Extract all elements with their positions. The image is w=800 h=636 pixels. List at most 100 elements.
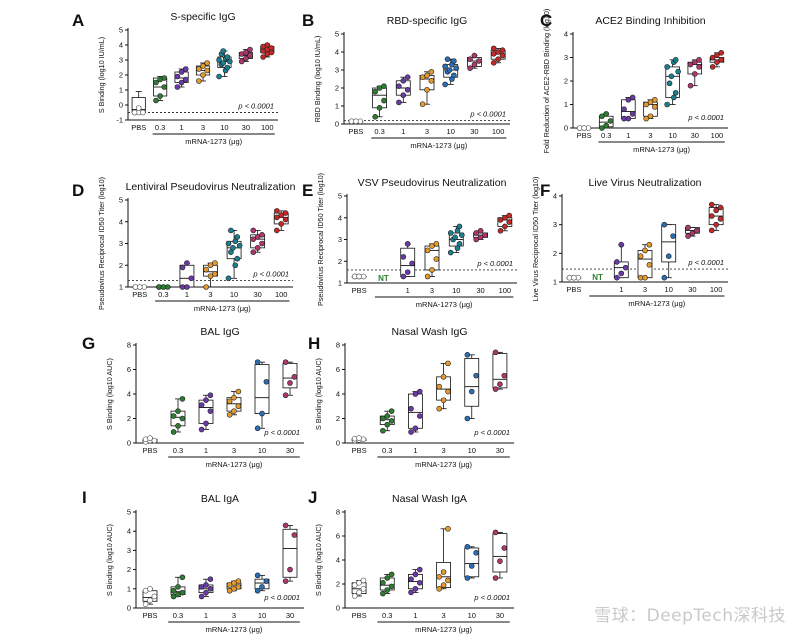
x-axis-label: mRNA-1273 (μg) <box>416 300 473 309</box>
box-10: 10 <box>216 48 233 132</box>
data-point <box>502 223 508 230</box>
data-point <box>207 408 214 414</box>
box-30: 30 <box>473 228 488 295</box>
box-3: 3 <box>226 578 242 620</box>
x-tick-label: 0.3 <box>155 123 165 132</box>
box <box>282 362 298 389</box>
data-point <box>447 230 454 236</box>
p-value: p < 0.0001 <box>473 593 510 602</box>
panel-letter: A <box>72 11 84 30</box>
data-point <box>175 423 181 429</box>
data-point <box>196 66 202 72</box>
y-axis-label: S Binding (log10 AUC) <box>314 358 323 430</box>
data-point <box>675 68 681 75</box>
data-point <box>643 101 650 108</box>
data-point <box>170 429 177 435</box>
x-axis-label: mRNA-1273 (μg) <box>415 460 472 469</box>
x-axis-label: mRNA-1273 (μg) <box>206 460 263 469</box>
data-point <box>203 397 209 403</box>
box-0_3: 0.3 <box>379 571 395 620</box>
x-tick-label: PBS <box>577 131 592 140</box>
data-point <box>174 84 181 90</box>
data-point <box>408 589 414 596</box>
box-100: 100 <box>497 212 513 295</box>
x-tick-label: 10 <box>258 611 266 620</box>
panel-a: A S-specific IgG S Binding (log10 IU/mL) -1… <box>72 11 278 146</box>
data-point <box>178 79 185 86</box>
data-point <box>459 232 465 238</box>
data-point <box>198 593 205 600</box>
data-point <box>685 224 691 231</box>
x-tick-label: 3 <box>208 290 212 299</box>
x-tick-label: 10 <box>447 127 455 136</box>
data-point <box>445 360 451 367</box>
data-point <box>501 545 508 551</box>
data-point <box>445 525 451 532</box>
x-tick-label: 3 <box>441 446 445 455</box>
data-point <box>643 115 650 122</box>
box-3: 3 <box>195 60 211 132</box>
data-point <box>203 284 209 290</box>
panel-title: Lentiviral Pseudovirus Neutralization <box>126 181 296 193</box>
box-30: 30 <box>238 46 253 132</box>
box <box>492 533 508 573</box>
data-point <box>274 214 280 221</box>
x-tick-label: 30 <box>470 127 478 136</box>
data-point <box>694 227 700 234</box>
data-point <box>388 583 395 590</box>
data-point <box>477 228 484 234</box>
data-point <box>351 593 358 599</box>
y-axis-label: Pseudovirus Reciprocal ID50 Titer (log10… <box>316 173 325 306</box>
y-tick-label: 3 <box>127 546 131 555</box>
box-3: 3 <box>643 97 658 140</box>
data-point <box>231 408 237 414</box>
data-point <box>451 72 457 79</box>
x-tick-label: 0.3 <box>173 611 183 620</box>
y-tick-label: 2 <box>119 261 123 270</box>
data-point <box>235 403 242 410</box>
x-tick-label: PBS <box>142 446 157 455</box>
data-point <box>424 247 431 254</box>
p-value: p < 0.0001 <box>263 428 300 437</box>
data-point <box>647 99 654 105</box>
x-tick-label: 1 <box>619 285 623 294</box>
x-tick-label: 100 <box>492 127 505 136</box>
data-point <box>250 227 257 234</box>
data-point <box>499 52 506 59</box>
data-point <box>151 437 158 444</box>
data-point <box>184 284 190 290</box>
data-point <box>444 56 451 63</box>
data-point <box>404 269 411 275</box>
data-point <box>268 45 275 51</box>
box-10: 10 <box>464 543 480 620</box>
p-value: p < 0.0001 <box>263 593 300 602</box>
data-point <box>179 589 186 596</box>
box-10: 10 <box>464 351 480 455</box>
data-point <box>170 413 177 419</box>
y-tick-label: 2 <box>119 71 123 80</box>
panel-b: B RBD-specific IgG RBD Binding (log10 IU/m… <box>302 11 510 150</box>
y-tick-label: 1 <box>564 100 568 109</box>
data-point <box>179 574 186 581</box>
data-point <box>625 115 632 122</box>
x-tick-label: 100 <box>275 290 288 299</box>
data-point <box>250 249 257 255</box>
data-point <box>212 271 218 277</box>
y-tick-label: 5 <box>335 30 339 39</box>
x-tick-label: 3 <box>643 285 647 294</box>
x-tick-label: 3 <box>232 611 236 620</box>
data-point <box>226 398 233 405</box>
data-point <box>685 233 691 239</box>
y-tick-label: 1 <box>335 102 339 111</box>
box-1: 1 <box>621 94 636 140</box>
y-tick-label: 4 <box>338 213 342 222</box>
data-point <box>433 256 440 262</box>
panel-letter: I <box>82 488 87 507</box>
data-point <box>452 234 458 241</box>
data-point <box>419 101 426 107</box>
y-axis-label: S Binding (log10 AUC) <box>105 524 114 596</box>
data-point <box>287 380 293 386</box>
data-point <box>646 261 653 268</box>
box-100: 100 <box>273 208 289 299</box>
data-point <box>384 413 391 419</box>
